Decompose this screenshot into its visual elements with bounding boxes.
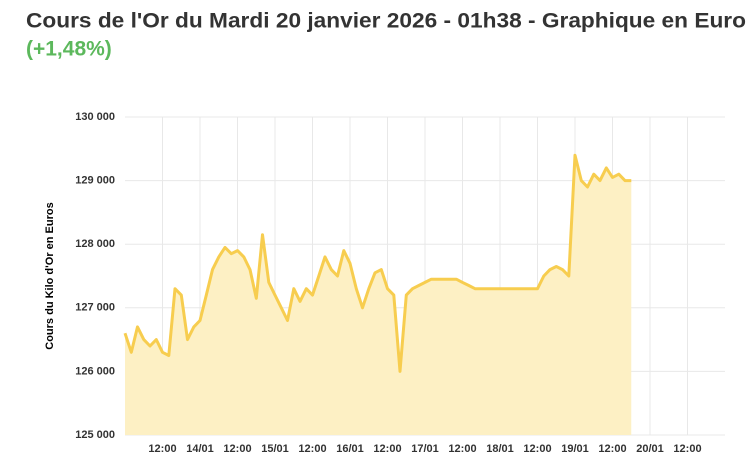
y-tick-label: 125 000 [75,429,115,441]
y-tick-label: 128 000 [75,238,115,250]
x-tick-label: 12:00 [598,443,626,455]
x-tick-label: 12:00 [523,443,551,455]
x-tick-label: 20/01 [636,443,664,455]
y-tick-label: 126 000 [75,365,115,377]
x-tick-label: 19/01 [561,443,589,455]
x-tick-label: 12:00 [673,443,701,455]
x-tick-label: 12:00 [223,443,251,455]
x-tick-label: 18/01 [486,443,514,455]
y-tick-label: 129 000 [75,175,115,187]
area [125,155,632,435]
x-tick-label: 16/01 [336,443,364,455]
chart-subtitle: (+1,48%) [26,38,112,61]
y-tick-label: 130 000 [75,111,115,123]
x-tick-label: 12:00 [148,443,176,455]
x-tick-label: 15/01 [261,443,289,455]
x-tick-label: 12:00 [448,443,476,455]
x-tick-label: 12:00 [373,443,401,455]
x-tick-label: 12:00 [298,443,326,455]
line [123,153,632,373]
y-axis-label: Cours du Kilo d'Or en Euros [44,202,56,349]
chart-title: Cours de l'Or du Mardi 20 janvier 2026 -… [26,10,746,33]
y-tick-label: 127 000 [75,302,115,314]
x-tick-label: 17/01 [411,443,439,455]
x-tick-label: 14/01 [186,443,214,455]
